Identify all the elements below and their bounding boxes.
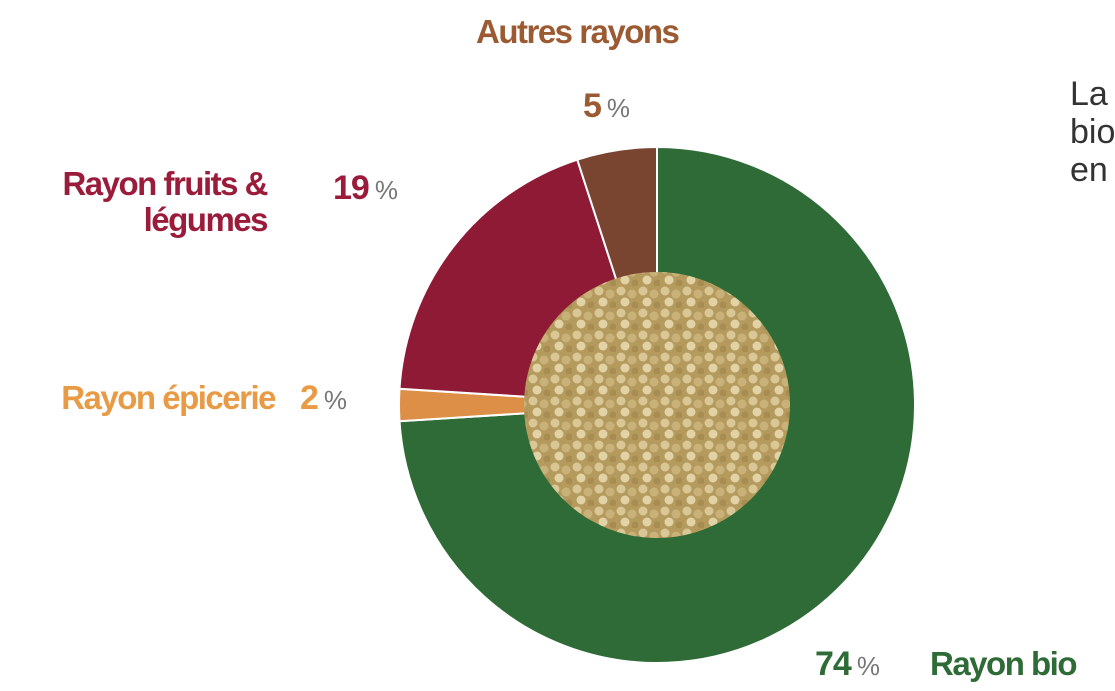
- value-number: 74: [815, 645, 851, 683]
- category-label: Rayon bio: [930, 646, 1076, 682]
- value-label: 74%: [815, 646, 880, 684]
- side-text: bio: [1070, 114, 1115, 150]
- value-unit: %: [324, 385, 347, 415]
- value-label: 2%: [300, 380, 347, 418]
- category-label: Autres rayons: [476, 14, 678, 50]
- value-number: 19: [333, 169, 369, 207]
- value-label: 19%: [333, 170, 398, 208]
- value-unit: %: [857, 651, 880, 681]
- side-text: en: [1070, 152, 1108, 188]
- page: Rayon bio 74% Rayon épicerie 2% Rayon fruits…: [0, 0, 1115, 691]
- value-number: 2: [300, 379, 318, 417]
- center-image: [524, 272, 790, 538]
- value-label: 5%: [583, 88, 630, 126]
- category-label: Rayon fruits & légumes: [47, 166, 267, 238]
- side-text: La: [1070, 76, 1108, 112]
- chart: [0, 0, 1115, 691]
- value-number: 5: [583, 87, 601, 125]
- value-unit: %: [607, 93, 630, 123]
- value-unit: %: [375, 175, 398, 205]
- category-label: Rayon épicerie: [61, 380, 275, 416]
